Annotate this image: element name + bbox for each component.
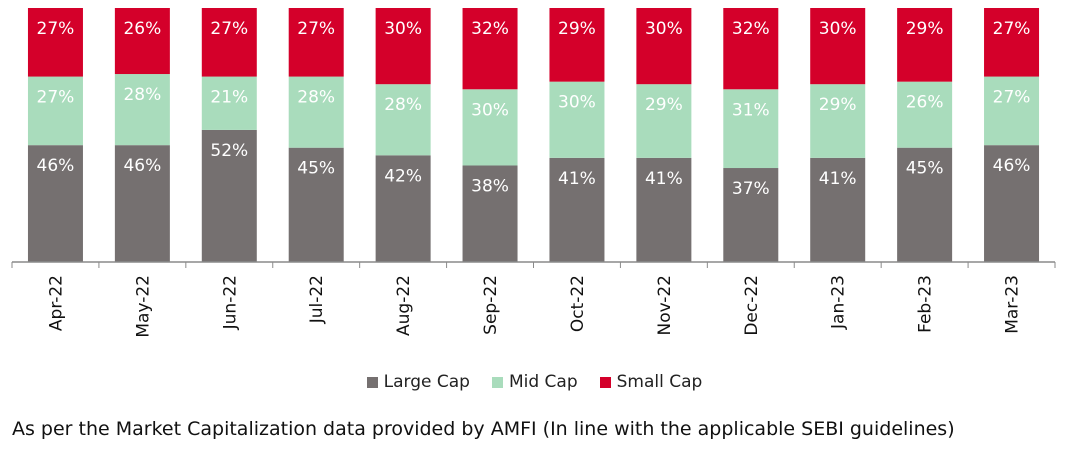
- legend-label-large-cap: Large Cap: [383, 372, 470, 392]
- bar-small-cap-jan-23: [810, 8, 866, 85]
- bar-large-cap-dec-22: [723, 168, 779, 262]
- bar-large-cap-mar-23: [984, 145, 1040, 262]
- data-label-large-cap-jun-22: 52%: [210, 141, 248, 161]
- bar-mid-cap-nov-22: [636, 84, 692, 158]
- data-label-large-cap-may-22: 46%: [123, 156, 161, 176]
- bar-large-cap-jun-22: [201, 129, 257, 262]
- data-label-small-cap-jul-22: 27%: [297, 19, 335, 39]
- data-label-mid-cap-dec-22: 31%: [732, 100, 770, 120]
- data-label-mid-cap-feb-23: 26%: [906, 93, 944, 113]
- legend-swatch-small-cap: [599, 376, 611, 388]
- data-label-mid-cap-jan-23: 29%: [819, 95, 857, 115]
- bar-mid-cap-jan-23: [810, 84, 866, 158]
- bar-large-cap-jul-22: [288, 147, 344, 262]
- legend-swatch-large-cap: [366, 376, 378, 388]
- x-tick-label-mar-23: Mar-23: [1003, 275, 1023, 334]
- bar-small-cap-may-22: [114, 8, 170, 75]
- data-label-mid-cap-sep-22: 30%: [471, 100, 509, 120]
- data-label-large-cap-aug-22: 42%: [384, 166, 422, 186]
- data-label-small-cap-sep-22: 32%: [471, 19, 509, 39]
- bar-mid-cap-oct-22: [549, 81, 605, 158]
- x-tick-label-feb-23: Feb-23: [916, 275, 936, 333]
- data-label-mid-cap-apr-22: 27%: [37, 88, 75, 108]
- data-label-large-cap-jan-23: 41%: [819, 169, 857, 189]
- bar-mid-cap-aug-22: [375, 84, 431, 156]
- data-label-small-cap-aug-22: 30%: [384, 19, 422, 39]
- bar-small-cap-aug-22: [375, 8, 431, 85]
- x-tick-label-sep-22: Sep-22: [481, 275, 501, 335]
- bar-large-cap-oct-22: [549, 157, 605, 262]
- bar-mid-cap-may-22: [114, 74, 170, 146]
- x-tick-label-dec-22: Dec-22: [742, 275, 762, 336]
- x-tick-label-jun-22: Jun-22: [220, 275, 240, 330]
- footnote: As per the Market Capitalization data pr…: [12, 418, 955, 440]
- legend-item-large-cap: Large Cap: [366, 372, 470, 392]
- legend-label-small-cap: Small Cap: [616, 372, 703, 392]
- data-label-large-cap-feb-23: 45%: [906, 159, 944, 179]
- bar-small-cap-sep-22: [462, 8, 518, 90]
- data-label-mid-cap-may-22: 28%: [123, 85, 161, 105]
- stacked-bar-chart: 46% 27% 27% Apr-22 46% 28% 26% May-22 52% 21% 27% J…: [11, 8, 1056, 338]
- bar-large-cap-jan-23: [810, 157, 866, 262]
- data-label-small-cap-jan-23: 30%: [819, 19, 857, 39]
- data-label-large-cap-dec-22: 37%: [732, 179, 770, 199]
- data-label-mid-cap-nov-22: 29%: [645, 95, 683, 115]
- legend: Large Cap Mid Cap Small Cap: [0, 372, 1069, 392]
- data-label-large-cap-nov-22: 41%: [645, 169, 683, 189]
- bar-mid-cap-dec-22: [723, 89, 779, 169]
- bar-small-cap-oct-22: [549, 8, 605, 82]
- data-label-mid-cap-oct-22: 30%: [558, 93, 596, 113]
- data-label-small-cap-apr-22: 27%: [37, 19, 75, 39]
- data-label-small-cap-nov-22: 30%: [645, 19, 683, 39]
- bar-small-cap-dec-22: [723, 8, 779, 90]
- bar-large-cap-nov-22: [636, 157, 692, 262]
- x-tick-label-oct-22: Oct-22: [568, 275, 588, 332]
- bar-large-cap-sep-22: [462, 165, 518, 262]
- x-tick-label-aug-22: Aug-22: [394, 275, 414, 336]
- data-label-large-cap-oct-22: 41%: [558, 169, 596, 189]
- data-label-mid-cap-jun-22: 21%: [210, 88, 248, 108]
- bar-small-cap-apr-22: [27, 8, 83, 77]
- legend-swatch-mid-cap: [491, 376, 503, 388]
- x-tick-label-nov-22: Nov-22: [655, 275, 675, 336]
- bar-small-cap-feb-23: [897, 8, 953, 82]
- x-tick-label-jul-22: Jul-22: [307, 275, 327, 324]
- legend-item-small-cap: Small Cap: [599, 372, 703, 392]
- x-tick-label-jan-23: Jan-23: [829, 275, 849, 330]
- data-label-small-cap-oct-22: 29%: [558, 19, 596, 39]
- bar-mid-cap-feb-23: [897, 81, 953, 148]
- legend-item-mid-cap: Mid Cap: [491, 372, 578, 392]
- data-label-small-cap-mar-23: 27%: [993, 19, 1031, 39]
- data-label-small-cap-may-22: 26%: [123, 19, 161, 39]
- data-label-large-cap-apr-22: 46%: [37, 156, 75, 176]
- data-label-small-cap-jun-22: 27%: [210, 19, 248, 39]
- legend-label-mid-cap: Mid Cap: [508, 372, 578, 392]
- bar-mid-cap-jun-22: [201, 76, 257, 130]
- data-label-mid-cap-aug-22: 28%: [384, 95, 422, 115]
- data-label-small-cap-feb-23: 29%: [906, 19, 944, 39]
- data-label-mid-cap-mar-23: 27%: [993, 88, 1031, 108]
- data-label-mid-cap-jul-22: 28%: [297, 88, 335, 108]
- data-label-small-cap-dec-22: 32%: [732, 19, 770, 39]
- data-label-large-cap-jul-22: 45%: [297, 159, 335, 179]
- bar-mid-cap-sep-22: [462, 89, 518, 166]
- bar-small-cap-jun-22: [201, 8, 257, 77]
- x-tick-label-apr-22: Apr-22: [46, 275, 66, 331]
- bar-large-cap-apr-22: [27, 145, 83, 262]
- bar-mid-cap-mar-23: [984, 76, 1040, 146]
- bar-large-cap-feb-23: [897, 147, 953, 262]
- bar-small-cap-jul-22: [288, 8, 344, 77]
- data-label-large-cap-mar-23: 46%: [993, 156, 1031, 176]
- bar-small-cap-nov-22: [636, 8, 692, 85]
- x-tick-label-may-22: May-22: [133, 275, 153, 338]
- bar-large-cap-aug-22: [375, 155, 431, 262]
- bar-mid-cap-apr-22: [27, 76, 83, 146]
- bar-small-cap-mar-23: [984, 8, 1040, 77]
- data-label-large-cap-sep-22: 38%: [471, 176, 509, 196]
- bar-large-cap-may-22: [114, 145, 170, 262]
- bar-mid-cap-jul-22: [288, 76, 344, 148]
